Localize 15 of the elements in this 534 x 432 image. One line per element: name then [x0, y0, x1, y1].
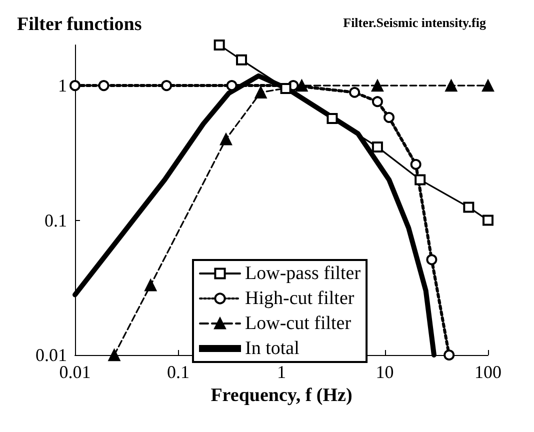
y-tick-label: 0.01: [36, 345, 67, 365]
chart-title: Filter functions: [17, 14, 142, 35]
text: Filter.Seismic intensity.fig: [343, 15, 486, 30]
legend-label: In total: [245, 338, 300, 359]
x-axis-title: Frequency, f (Hz): [210, 384, 352, 406]
x-tick-label: 10: [376, 362, 394, 382]
x-tick-label: 0.1: [167, 362, 190, 382]
legend-label: Low-cut filter: [245, 313, 352, 334]
x-tick-label: 100: [474, 362, 502, 382]
legend-label: Low-pass filter: [245, 263, 362, 284]
x-tick-label: 0.01: [59, 362, 91, 382]
y-tick-label: 1: [58, 76, 67, 96]
y-tick-label: 0.1: [44, 210, 67, 230]
legend-label: High-cut filter: [245, 288, 355, 309]
x-tick-label: 1: [277, 362, 286, 382]
